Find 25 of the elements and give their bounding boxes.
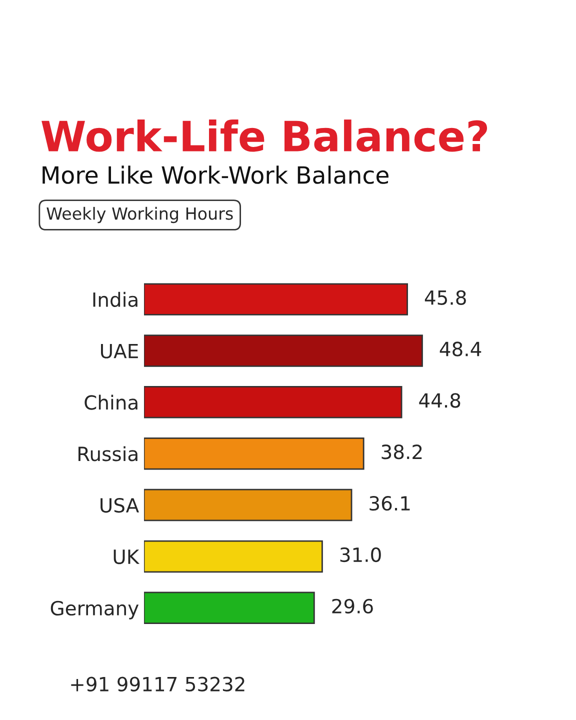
text: +91 99117 53232 — [71, 676, 244, 692]
bar — [144, 386, 402, 418]
bar — [144, 540, 323, 573]
data-label: 38.2 — [382, 444, 422, 460]
bar — [144, 437, 364, 470]
y-tick-label: UK — [114, 550, 140, 564]
data-label: 29.6 — [332, 598, 373, 614]
data-label: 36.1 — [370, 496, 410, 511]
chart-title: Work-Life Balance? — [42, 120, 488, 152]
chart-subtitle: More Like Work-Work Balance — [42, 166, 388, 184]
data-label: 45.8 — [424, 290, 466, 305]
y-tick-label: China — [84, 394, 138, 410]
text: Weekly Working Hours — [46, 206, 233, 224]
bar — [144, 334, 423, 367]
bar — [144, 592, 315, 624]
data-label: 48.4 — [440, 342, 482, 356]
y-tick-label: India — [93, 292, 138, 307]
y-tick-label: Russia — [78, 446, 138, 462]
bar — [144, 283, 408, 316]
y-tick-label: UAE — [101, 344, 138, 358]
y-tick-label: Germany — [50, 600, 139, 620]
bar — [144, 488, 352, 522]
data-label: 44.8 — [419, 393, 460, 408]
y-tick-label: USA — [100, 498, 139, 513]
data-label: 31.0 — [340, 547, 381, 562]
